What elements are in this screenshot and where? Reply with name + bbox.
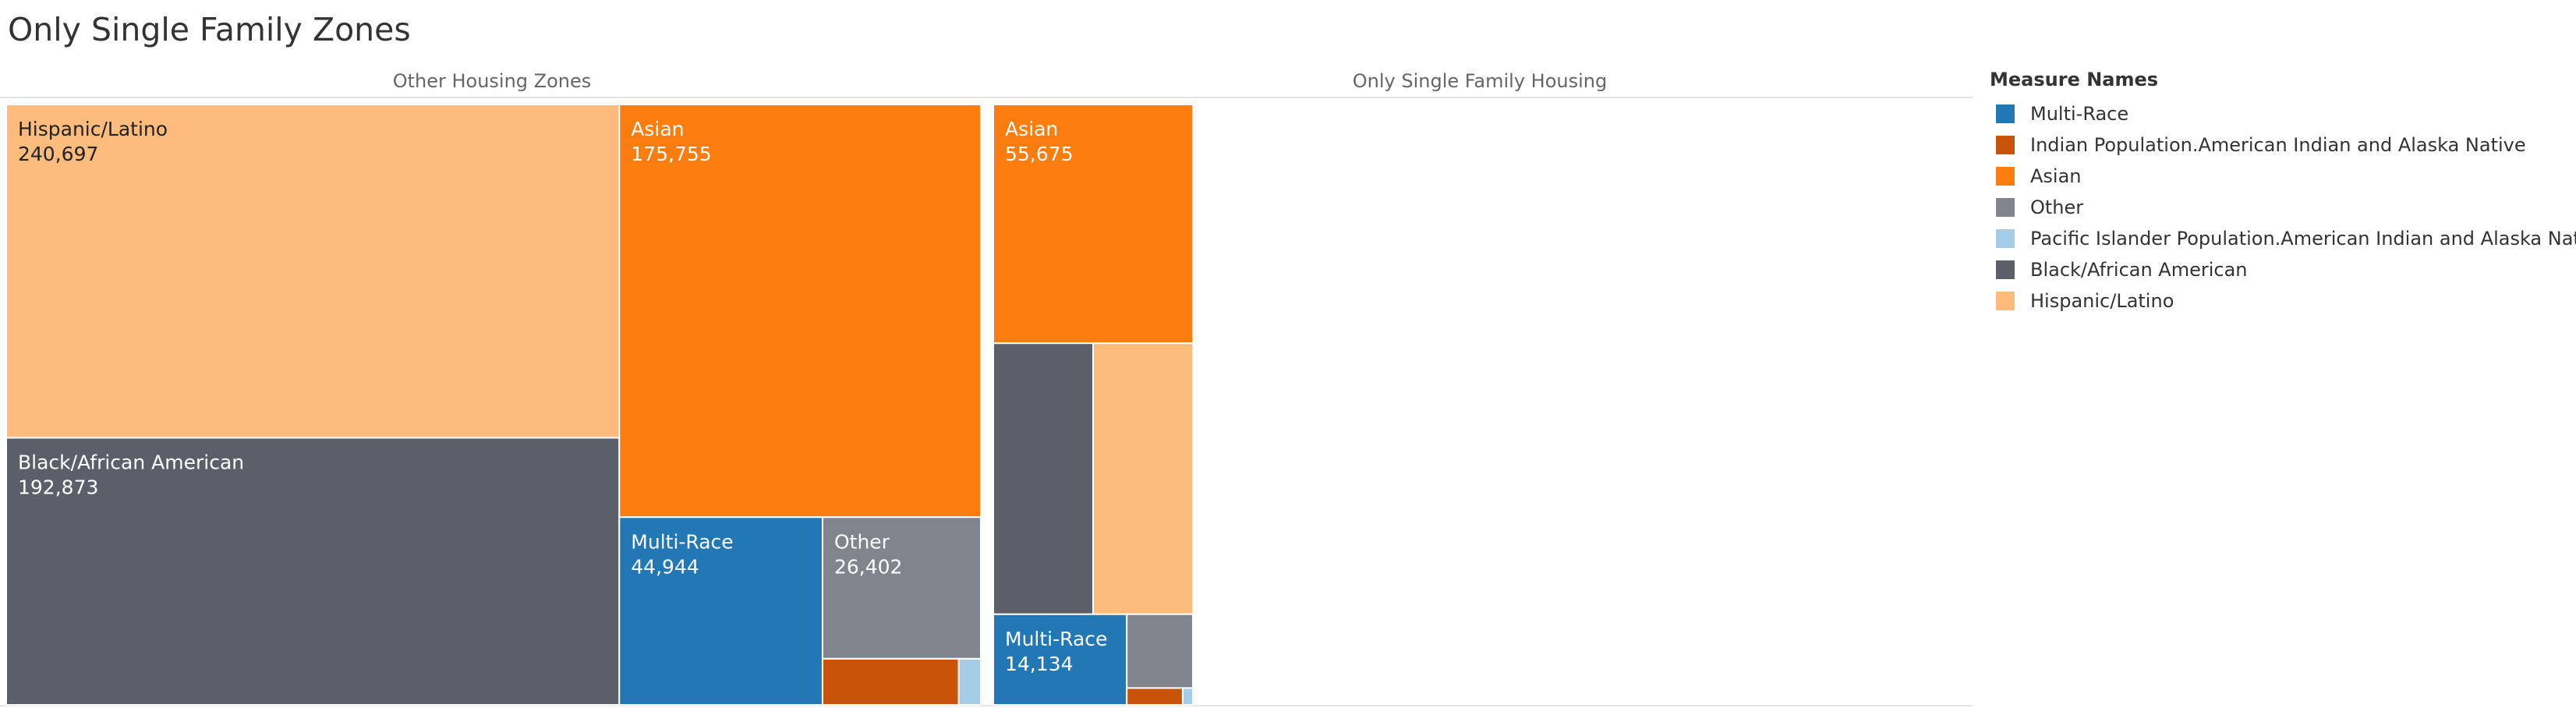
legend-swatch bbox=[1996, 104, 2015, 123]
legend-swatch bbox=[1996, 292, 2015, 310]
treemap-tile-multi-race[interactable] bbox=[993, 613, 1128, 706]
legend-label: Multi-Race bbox=[2030, 103, 2129, 125]
legend-item[interactable]: Black/African American bbox=[1990, 254, 2576, 285]
panel-header-other-housing-zones: Other Housing Zones bbox=[392, 70, 592, 92]
tile-value-label: 55,675 bbox=[1005, 143, 1073, 165]
legend: Measure Names Multi-Race Indian Populati… bbox=[1990, 69, 2576, 317]
legend-item[interactable]: Hispanic/Latino bbox=[1990, 285, 2576, 317]
treemap-tile-other[interactable] bbox=[1126, 613, 1194, 689]
tile-category-label: Asian bbox=[631, 118, 684, 140]
legend-label: Black/African American bbox=[2030, 259, 2248, 281]
tile-value-label: 192,873 bbox=[18, 476, 98, 498]
legend-swatch bbox=[1996, 260, 2015, 279]
tile-category-label: Hispanic/Latino bbox=[18, 118, 168, 140]
tile-category-label: Black/African American bbox=[18, 451, 244, 473]
treemap-tile-other[interactable] bbox=[821, 516, 982, 660]
legend-item[interactable]: Asian bbox=[1990, 161, 2576, 192]
chart-title: Only Single Family Zones bbox=[8, 11, 411, 48]
legend-swatch bbox=[1996, 136, 2015, 154]
legend-label: Indian Population.American Indian and Al… bbox=[2030, 134, 2526, 156]
treemap-tile-asian[interactable] bbox=[993, 104, 1194, 345]
panel-header-only-single-family-housing: Only Single Family Housing bbox=[1352, 70, 1608, 92]
treemap-tile-pacific-islander-population-american-indian-and-alaska-native[interactable] bbox=[957, 657, 982, 706]
legend-label: Other bbox=[2030, 196, 2084, 218]
bottom-axis-line bbox=[0, 705, 1973, 706]
tile-category-label: Multi-Race bbox=[631, 530, 733, 553]
legend-swatch bbox=[1996, 198, 2015, 217]
treemap-tile-black-african-american[interactable] bbox=[993, 342, 1094, 615]
tile-value-label: 44,944 bbox=[631, 555, 699, 578]
legend-swatch bbox=[1996, 167, 2015, 186]
treemap-tile-indian-population-american-indian-and-alaska-native[interactable] bbox=[1126, 687, 1184, 706]
treemap-tile-black-african-american[interactable] bbox=[5, 437, 621, 706]
legend-label: Hispanic/Latino bbox=[2030, 290, 2174, 312]
tile-value-label: 240,697 bbox=[18, 143, 98, 165]
legend-label: Asian bbox=[2030, 165, 2082, 187]
treemap-tile-asian[interactable] bbox=[618, 104, 982, 519]
treemap-tile-indian-population-american-indian-and-alaska-native[interactable] bbox=[821, 657, 960, 706]
legend-item[interactable]: Multi-Race bbox=[1990, 98, 2576, 129]
legend-swatch bbox=[1996, 229, 2015, 248]
tile-category-label: Multi-Race bbox=[1005, 628, 1107, 650]
tile-category-label: Other bbox=[834, 530, 890, 553]
treemap-tile-pacific-islander-population-american-indian-and-alaska-native[interactable] bbox=[1181, 687, 1194, 706]
legend-item[interactable]: Indian Population.American Indian and Al… bbox=[1990, 129, 2576, 161]
treemap-tile-hispanic-latino[interactable] bbox=[1092, 342, 1194, 615]
treemap-tile-multi-race[interactable] bbox=[618, 516, 823, 706]
legend-title: Measure Names bbox=[1990, 69, 2159, 90]
tile-value-label: 14,134 bbox=[1005, 653, 1073, 675]
tile-category-label: Asian bbox=[1005, 118, 1058, 140]
tile-value-label: 175,755 bbox=[631, 143, 711, 165]
legend-label: Pacific Islander Population.American Ind… bbox=[2030, 228, 2576, 250]
legend-item[interactable]: Other bbox=[1990, 192, 2576, 223]
tile-value-label: 26,402 bbox=[834, 555, 902, 578]
legend-item[interactable]: Pacific Islander Population.American Ind… bbox=[1990, 223, 2576, 254]
header-divider-line bbox=[0, 97, 1973, 98]
